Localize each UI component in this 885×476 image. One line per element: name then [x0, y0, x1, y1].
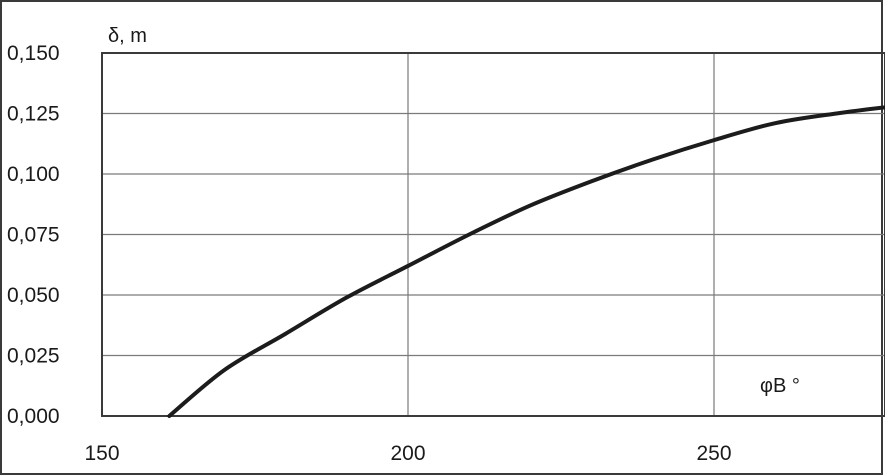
series-point	[345, 295, 349, 300]
series-point	[528, 203, 533, 208]
x-tick-label: 150	[84, 442, 119, 465]
series-point	[834, 111, 839, 116]
series-point	[406, 264, 410, 268]
y-tick-label: 0,000	[7, 405, 60, 428]
y-tick-label: 0,150	[7, 42, 60, 65]
y-tick-label: 0,100	[7, 163, 60, 186]
series-point	[467, 232, 471, 237]
x-tick-labels: 150200250300350400	[84, 442, 731, 465]
y-tick-label: 0,075	[7, 224, 60, 247]
y-tick-label: 0,125	[7, 103, 60, 126]
grid-layer	[101, 52, 885, 417]
x-axis-label: φB °	[760, 375, 800, 397]
y-tick-label: 0,050	[7, 284, 60, 307]
series-point	[651, 157, 655, 162]
series-point	[283, 332, 288, 336]
x-tick-label: 250	[696, 442, 731, 465]
series-line	[167, 105, 885, 418]
series-points	[167, 111, 839, 418]
series-point	[773, 121, 777, 125]
y-tick-labels: 0,000 0,025 0,050 0,075 0,100 0,125 0,150	[7, 42, 60, 428]
y-tick-label: 0,025	[7, 345, 60, 368]
y-axis-label: δ, m	[108, 25, 147, 47]
x-tick-label: 200	[390, 442, 425, 465]
plot-area	[101, 52, 885, 417]
series-point	[712, 138, 716, 142]
series-point	[589, 179, 594, 183]
series-point	[167, 414, 172, 418]
series-point	[222, 368, 227, 372]
